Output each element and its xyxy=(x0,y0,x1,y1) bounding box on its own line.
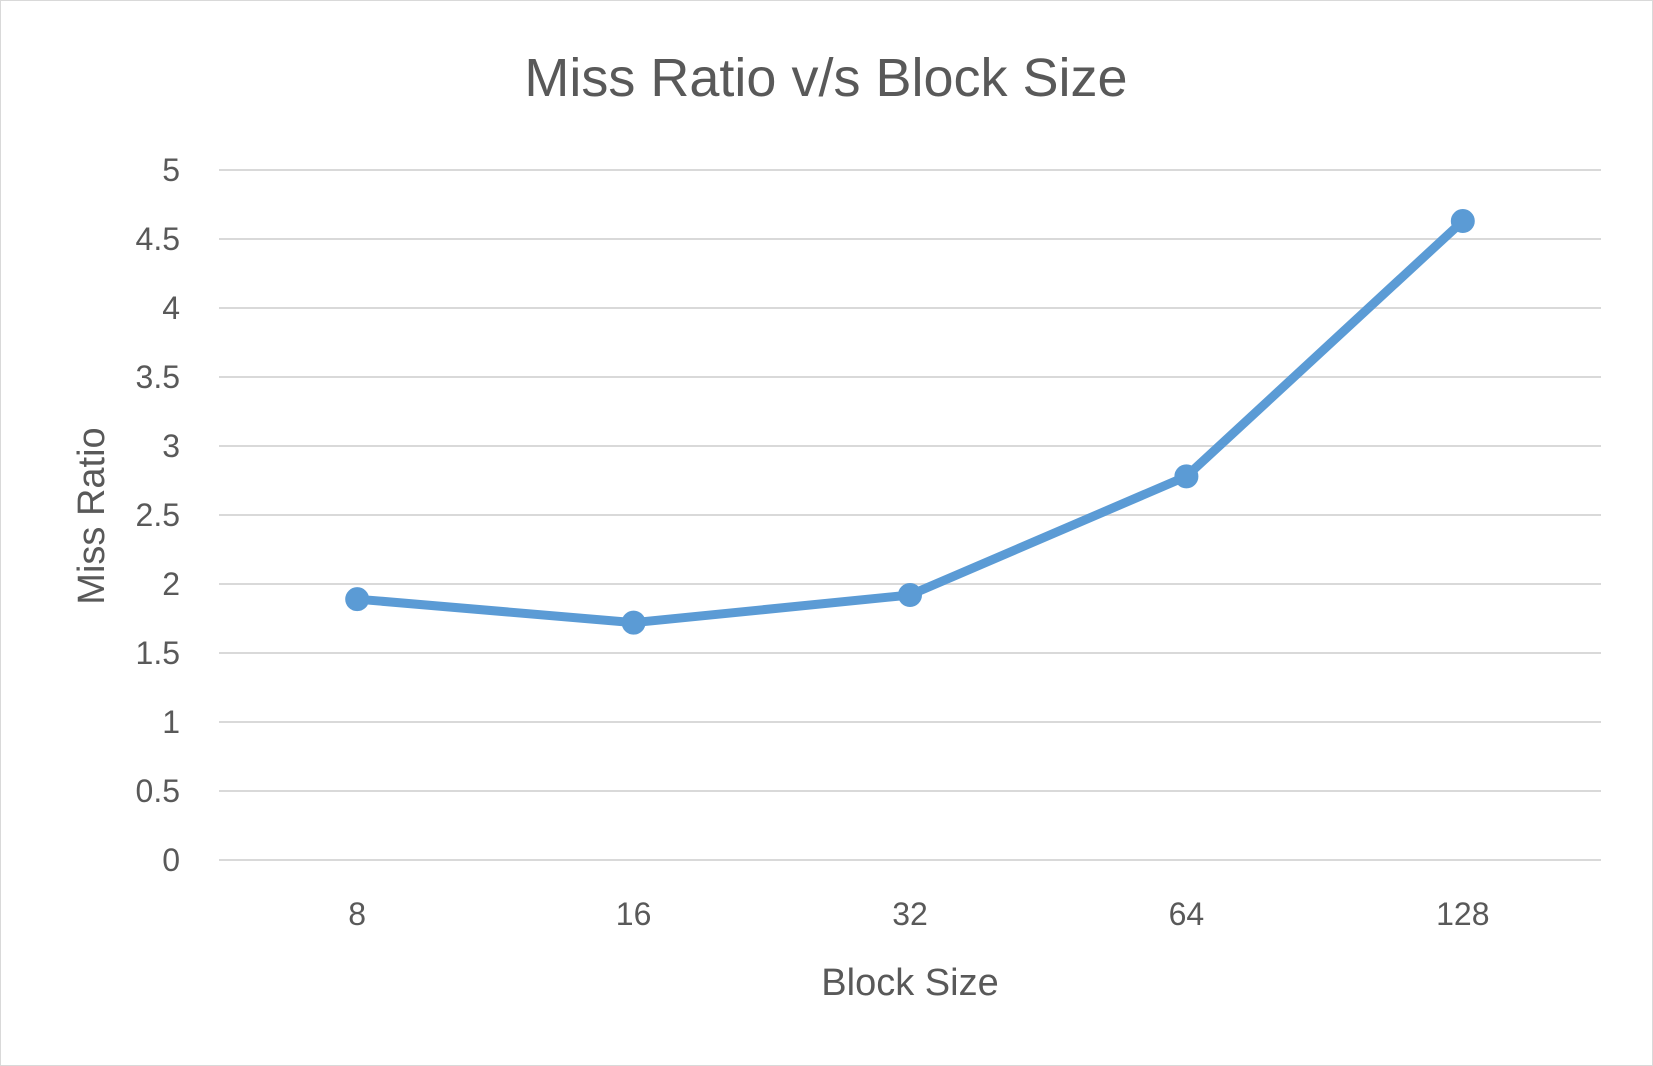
x-tick-label: 16 xyxy=(616,896,652,932)
y-axis-ticks: 0 0.5 1 1.5 2 2.5 3 3.5 4 4.5 5 xyxy=(136,152,180,878)
data-point xyxy=(1174,464,1199,489)
y-tick-label: 3 xyxy=(162,428,180,464)
series-line xyxy=(352,216,1468,628)
y-tick-label: 2.5 xyxy=(136,497,180,533)
data-point xyxy=(345,587,370,612)
x-tick-label: 8 xyxy=(348,896,366,932)
data-point xyxy=(621,610,646,635)
y-axis-title: Miss Ratio xyxy=(71,427,113,604)
y-tick-label: 4.5 xyxy=(136,221,180,257)
y-tick-label: 1.5 xyxy=(136,635,180,671)
y-tick-label: 3.5 xyxy=(136,359,180,395)
y-tick-label: 2 xyxy=(162,566,180,602)
x-tick-label: 64 xyxy=(1169,896,1205,932)
y-tick-label: 1 xyxy=(162,704,180,740)
y-tick-label: 4 xyxy=(162,290,180,326)
chart-title: Miss Ratio v/s Block Size xyxy=(524,48,1127,108)
data-point xyxy=(1450,209,1475,234)
gridlines xyxy=(219,169,1601,861)
series-layer xyxy=(345,209,1475,635)
y-tick-label: 5 xyxy=(162,152,180,188)
x-axis-ticks: 8 16 32 64 128 xyxy=(348,896,1489,932)
x-tick-label: 128 xyxy=(1436,896,1489,932)
x-axis-title: Block Size xyxy=(821,962,998,1004)
y-tick-label: 0.5 xyxy=(136,773,180,809)
x-tick-label: 32 xyxy=(892,896,928,932)
y-tick-label: 0 xyxy=(162,842,180,878)
data-point xyxy=(898,583,922,608)
